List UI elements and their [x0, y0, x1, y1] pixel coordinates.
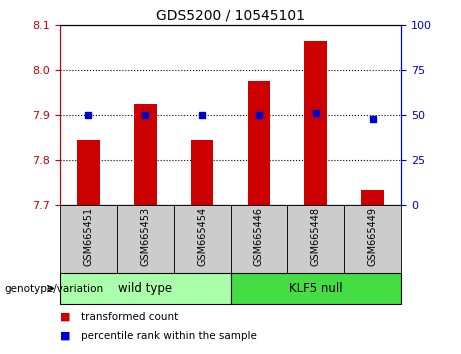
Bar: [60, 273, 230, 304]
Text: GSM665451: GSM665451: [83, 207, 94, 267]
Text: GDS5200 / 10545101: GDS5200 / 10545101: [156, 9, 305, 23]
Text: KLF5 null: KLF5 null: [289, 282, 343, 295]
Bar: [230, 273, 401, 304]
Bar: [117, 205, 174, 273]
Text: transformed count: transformed count: [81, 312, 178, 321]
Bar: [304, 41, 327, 205]
Bar: [361, 189, 384, 205]
Bar: [248, 81, 270, 205]
Text: GSM665446: GSM665446: [254, 207, 264, 266]
Text: ■: ■: [60, 331, 71, 341]
Bar: [287, 205, 344, 273]
Text: GSM665454: GSM665454: [197, 207, 207, 267]
Text: GSM665453: GSM665453: [140, 207, 150, 267]
Text: genotype/variation: genotype/variation: [5, 284, 104, 293]
Bar: [174, 205, 230, 273]
Text: wild type: wild type: [118, 282, 172, 295]
Bar: [77, 140, 100, 205]
Bar: [191, 140, 213, 205]
Text: ■: ■: [60, 312, 71, 321]
Bar: [344, 205, 401, 273]
Bar: [134, 104, 157, 205]
Bar: [230, 205, 287, 273]
Bar: [60, 205, 117, 273]
Text: GSM665449: GSM665449: [367, 207, 378, 266]
Text: GSM665448: GSM665448: [311, 207, 321, 266]
Text: percentile rank within the sample: percentile rank within the sample: [81, 331, 257, 341]
